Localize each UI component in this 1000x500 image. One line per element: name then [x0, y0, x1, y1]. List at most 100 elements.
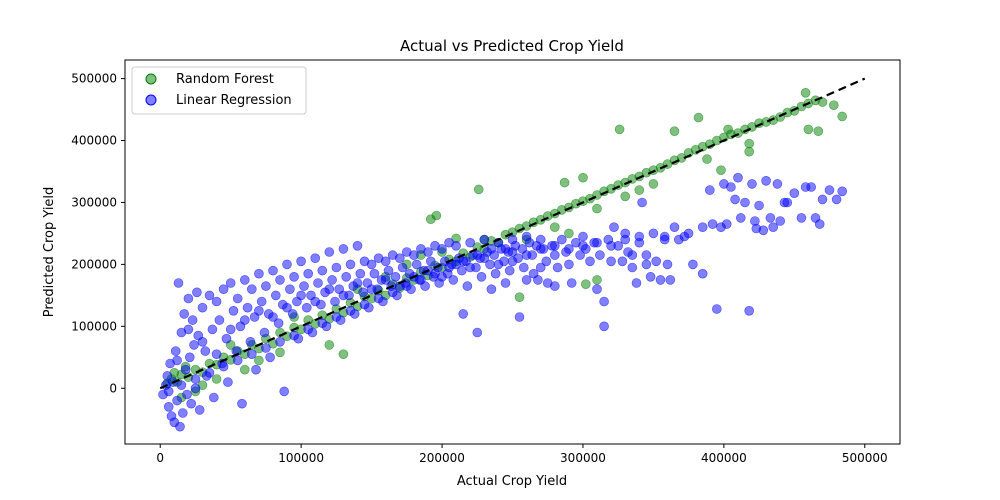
data-point [313, 278, 323, 288]
data-point [655, 275, 666, 285]
data-point [358, 287, 368, 298]
data-point [197, 336, 208, 347]
y-tick-label: 100000 [71, 319, 117, 333]
data-point [730, 194, 740, 205]
data-point [380, 256, 391, 267]
y-tick-label: 0 [109, 381, 117, 395]
data-point [338, 290, 349, 301]
data-point [789, 188, 800, 198]
data-point [456, 265, 467, 276]
data-point [806, 182, 817, 192]
data-point [507, 256, 518, 267]
data-point [296, 256, 306, 267]
data-point [268, 312, 278, 322]
data-point [585, 256, 595, 267]
data-point [341, 271, 352, 282]
data-point [606, 256, 616, 267]
y-tick-label: 200000 [71, 257, 117, 271]
data-point [831, 194, 842, 205]
data-point [237, 398, 247, 409]
legend-marker-linear-regression [145, 94, 157, 106]
data-point [578, 172, 588, 183]
data-point [240, 364, 250, 375]
data-point [183, 293, 194, 304]
data-point [245, 336, 256, 347]
data-point [194, 405, 205, 415]
data-point [254, 268, 264, 279]
data-point [197, 302, 208, 313]
data-point [211, 374, 222, 384]
data-point [352, 241, 363, 251]
data-point [409, 250, 419, 260]
data-point [564, 259, 574, 270]
data-point [437, 271, 447, 282]
data-point [693, 112, 704, 123]
data-point [549, 281, 560, 291]
data-point [175, 421, 185, 432]
data-point [259, 327, 270, 338]
plot-frame [124, 59, 901, 445]
data-point [747, 179, 757, 189]
data-point [163, 386, 174, 397]
data-point [634, 185, 645, 195]
data-point [620, 234, 631, 245]
data-point [578, 241, 588, 251]
data-point [275, 336, 285, 347]
data-point [486, 244, 497, 254]
data-point [425, 214, 436, 224]
x-tick-label: 200000 [419, 451, 465, 465]
data-point [518, 262, 529, 273]
data-point [733, 172, 743, 183]
data-point [535, 262, 546, 273]
data-point [387, 287, 398, 298]
x-axis-ticks: 0 100000 200000 300000 400000 500000 [156, 444, 888, 465]
data-point [828, 100, 839, 110]
data-point [473, 184, 484, 195]
data-point [595, 250, 605, 260]
data-point [669, 222, 680, 232]
y-tick-label: 400000 [71, 134, 117, 148]
data-point [458, 309, 469, 319]
data-point [599, 296, 609, 307]
data-point [837, 111, 848, 122]
data-point [355, 268, 366, 279]
data-point [240, 275, 250, 285]
data-point [617, 256, 628, 267]
x-axis-label: Actual Crop Yield [457, 474, 567, 489]
data-point [549, 250, 560, 260]
data-point [345, 259, 356, 270]
data-point [211, 296, 222, 307]
y-tick-label: 300000 [71, 195, 117, 209]
data-point [221, 333, 232, 344]
data-point [173, 278, 184, 288]
data-point [549, 241, 560, 251]
data-point [352, 278, 363, 288]
data-point [338, 349, 349, 360]
data-point [179, 309, 189, 319]
data-point [592, 203, 602, 214]
data-point [369, 268, 380, 279]
data-point [192, 287, 202, 298]
data-point [299, 281, 309, 291]
data-point [261, 281, 271, 291]
data-point [451, 259, 461, 270]
data-point [716, 165, 726, 175]
data-point [279, 386, 290, 397]
data-point [282, 302, 292, 313]
data-point [380, 275, 391, 285]
data-point [232, 293, 243, 304]
data-point [592, 275, 602, 285]
data-point [251, 364, 261, 375]
data-point [486, 284, 497, 295]
data-point [254, 355, 264, 366]
data-point [744, 305, 755, 316]
data-point [711, 304, 722, 314]
x-tick-label: 0 [156, 451, 164, 465]
data-point [366, 259, 377, 270]
data-point [768, 222, 779, 232]
data-point [744, 146, 755, 157]
data-point [211, 349, 222, 360]
data-point [514, 312, 525, 322]
reference-line-layer [159, 77, 866, 390]
data-point [242, 302, 253, 313]
